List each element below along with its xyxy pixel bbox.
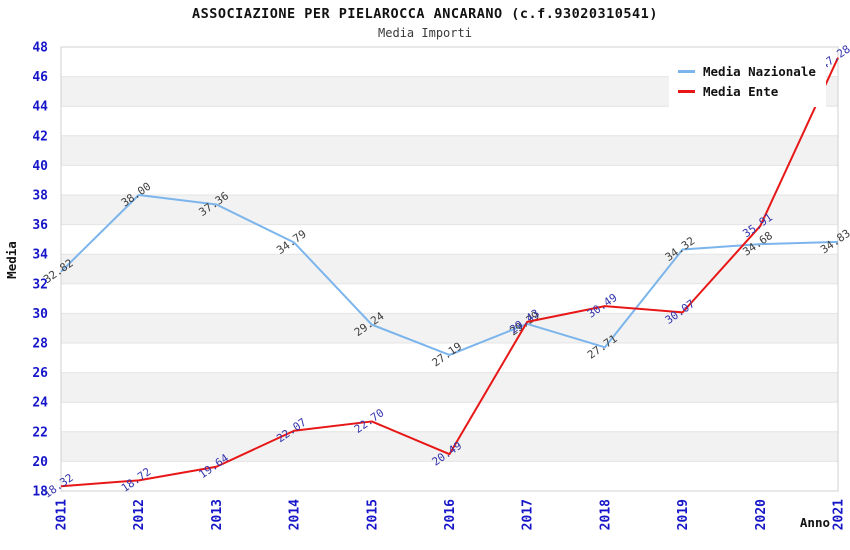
x-tick-label: 2018 xyxy=(598,499,613,530)
x-tick-label: 2020 xyxy=(754,499,769,530)
legend: Media Nazionale Media Ente xyxy=(669,57,826,107)
series-line-media-ente xyxy=(60,57,839,488)
x-tick-label: 2021 xyxy=(832,499,847,530)
legend-item-media-nazionale[interactable]: Media Nazionale xyxy=(678,61,816,81)
y-tick-label: 30 xyxy=(32,307,48,322)
legend-label: Media Ente xyxy=(703,83,779,99)
plot-band xyxy=(61,254,838,284)
x-tick-label: 2013 xyxy=(210,499,225,530)
x-tick-label: 2011 xyxy=(55,499,70,530)
x-tick-label: 2014 xyxy=(288,499,303,530)
y-axis-title: Media xyxy=(4,241,19,279)
y-tick-label: 22 xyxy=(32,425,48,440)
y-tick-label: 28 xyxy=(32,337,48,352)
x-axis-title: Anno xyxy=(800,515,830,530)
plot-border xyxy=(60,46,839,492)
y-tick-label: 26 xyxy=(32,366,48,381)
data-label-media-ente: 18.72 xyxy=(119,465,154,495)
series-line-media-nazionale xyxy=(60,194,839,356)
y-tick-label: 36 xyxy=(32,218,48,233)
y-tick-label: 40 xyxy=(32,159,48,174)
plot-band xyxy=(61,431,838,462)
plot-band xyxy=(61,372,838,403)
y-tick-label: 38 xyxy=(32,189,48,204)
chart-subtitle: Media Importi xyxy=(378,26,472,40)
y-tick-label: 18 xyxy=(32,485,48,500)
y-tick-label: 34 xyxy=(32,248,48,263)
plot-band xyxy=(61,195,838,225)
plot-band xyxy=(61,313,838,343)
y-tick-label: 46 xyxy=(32,70,48,85)
x-tick-label: 2012 xyxy=(132,499,147,530)
x-tick-label: 2015 xyxy=(365,499,380,530)
y-tick-label: 20 xyxy=(32,455,48,470)
legend-item-media-ente[interactable]: Media Ente xyxy=(678,81,816,101)
x-tick-label: 2019 xyxy=(676,499,691,530)
y-tick-label: 44 xyxy=(32,100,48,115)
y-tick-label: 24 xyxy=(32,396,48,411)
legend-swatch xyxy=(678,89,695,93)
legend-swatch xyxy=(678,69,695,73)
chart-title: ASSOCIAZIONE PER PIELAROCCA ANCARANO (c.… xyxy=(192,6,658,22)
data-label-media-nazionale: 34.83 xyxy=(818,227,850,257)
x-tick-label: 2016 xyxy=(443,499,458,530)
y-tick-label: 32 xyxy=(32,277,48,292)
y-tick-label: 48 xyxy=(32,41,48,56)
y-tick-label: 42 xyxy=(32,129,48,144)
data-label-media-nazionale: 27.19 xyxy=(430,340,465,370)
x-tick-label: 2017 xyxy=(521,499,536,530)
legend-label: Media Nazionale xyxy=(703,63,816,79)
plot-band xyxy=(61,135,838,166)
